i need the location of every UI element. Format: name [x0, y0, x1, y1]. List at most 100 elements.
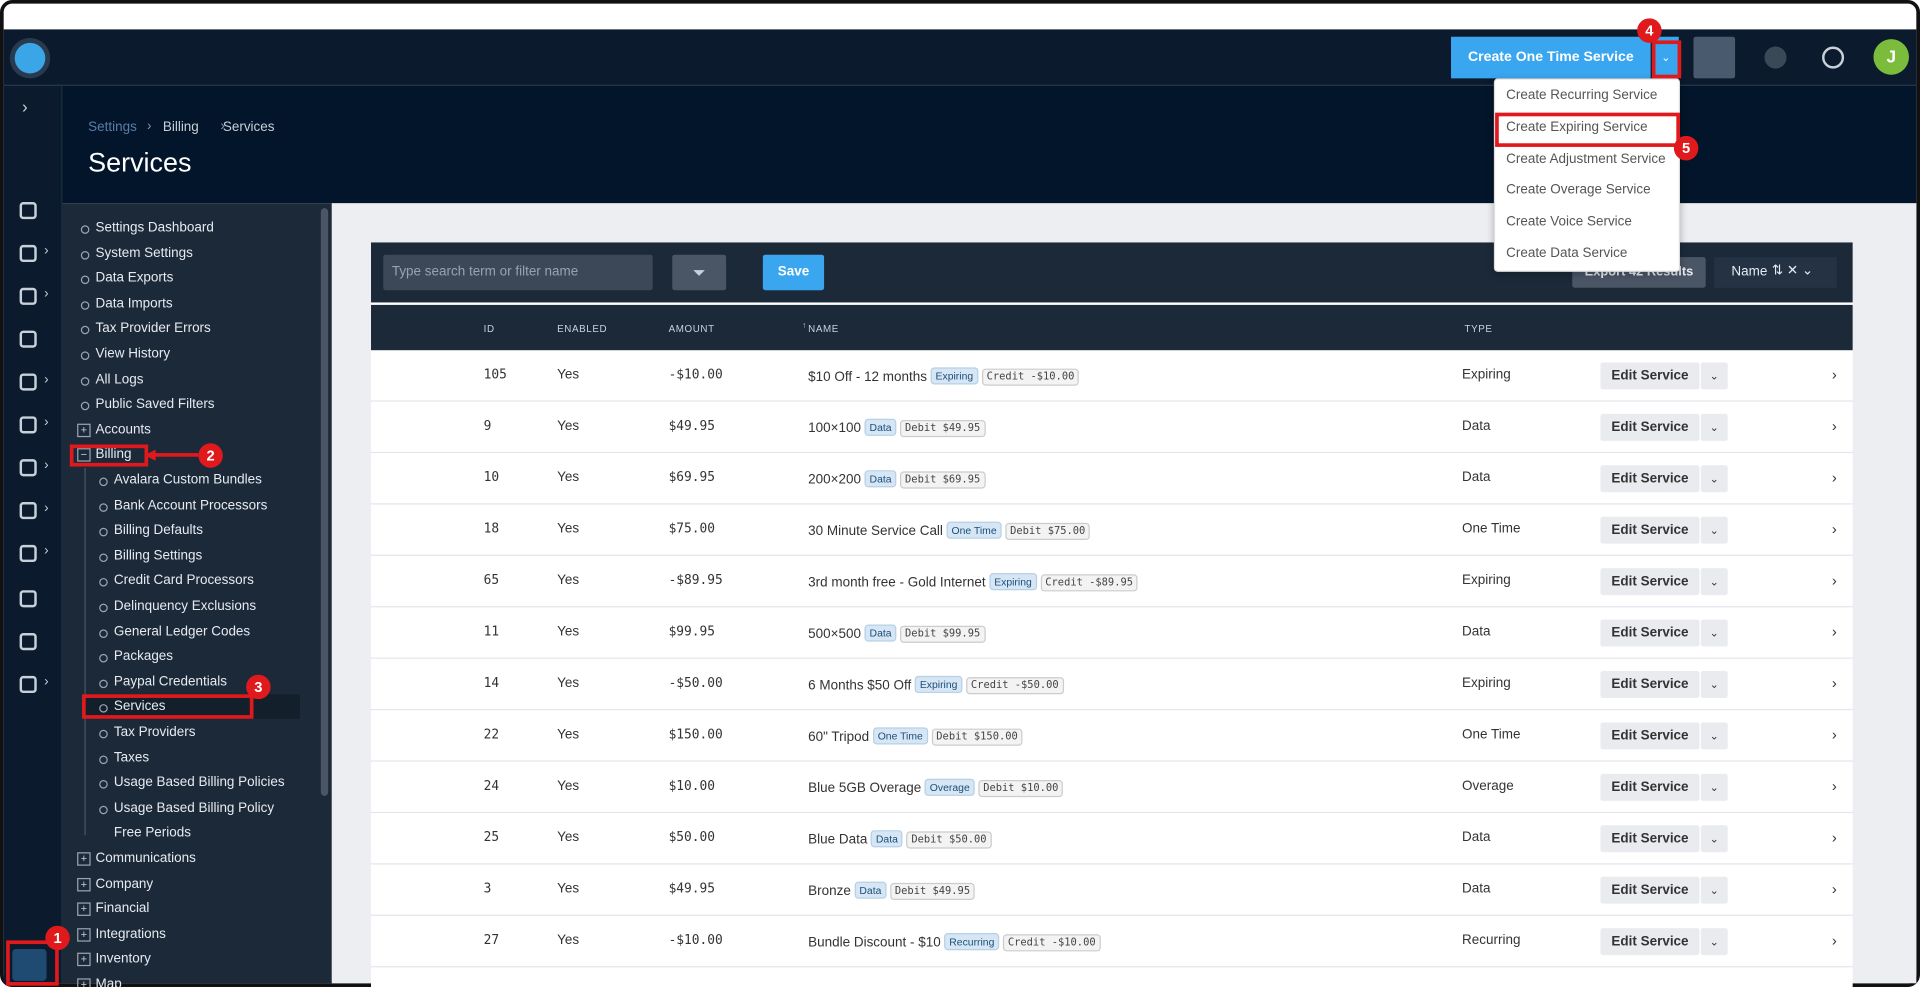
nav-icon[interactable]: [19, 373, 37, 391]
save-button[interactable]: Save: [762, 254, 825, 291]
breadcrumb-item[interactable]: Settings: [88, 120, 137, 135]
edit-button[interactable]: Edit Service: [1600, 671, 1700, 698]
edit-dropdown[interactable]: ⌄: [1700, 413, 1728, 441]
sidebar-group[interactable]: Financial: [95, 901, 150, 917]
edit-dropdown[interactable]: ⌄: [1700, 362, 1728, 390]
sidebar-item[interactable]: System Settings: [95, 245, 193, 261]
edit-dropdown[interactable]: ⌄: [1700, 671, 1728, 698]
edit-button[interactable]: Edit Service: [1600, 362, 1700, 390]
edit-dropdown[interactable]: ⌄: [1700, 568, 1728, 596]
menu-item[interactable]: Create Recurring Service: [1506, 88, 1658, 103]
edit-dropdown[interactable]: ⌄: [1700, 619, 1728, 647]
sidebar-group[interactable]: Communications: [95, 851, 196, 866]
table-row[interactable]: [371, 556, 1853, 608]
breadcrumb-item[interactable]: Billing: [162, 120, 199, 135]
table-row[interactable]: [371, 916, 1853, 968]
sidebar-item[interactable]: Paypal Credentials: [113, 674, 227, 690]
sidebar-item[interactable]: Usage Based Billing Policies: [113, 775, 285, 791]
menu-item[interactable]: Create Data Service: [1506, 246, 1628, 261]
row-chevron[interactable]: ›: [1831, 571, 1837, 589]
sidebar-group[interactable]: Integrations: [95, 926, 166, 942]
edit-dropdown[interactable]: ⌄: [1700, 928, 1728, 956]
edit-dropdown[interactable]: ⌄: [1700, 773, 1728, 801]
column-header[interactable]: TYPE: [1464, 323, 1493, 335]
table-row[interactable]: [371, 350, 1853, 402]
edit-dropdown[interactable]: ⌄: [1700, 722, 1728, 750]
sidebar-item[interactable]: Packages: [113, 649, 174, 664]
edit-button[interactable]: Edit Service: [1600, 619, 1700, 647]
row-chevron[interactable]: ›: [1831, 366, 1837, 384]
edit-button[interactable]: Edit Service: [1600, 568, 1700, 596]
sidebar-group[interactable]: Inventory: [95, 951, 151, 967]
edit-button[interactable]: Edit Service: [1600, 773, 1700, 801]
history-icon[interactable]: [1822, 46, 1845, 69]
sidebar-item[interactable]: Credit Card Processors: [113, 573, 254, 589]
row-chevron[interactable]: ›: [1831, 931, 1837, 949]
menu-item[interactable]: Create Voice Service: [1506, 214, 1632, 230]
column-header[interactable]: AMOUNT: [668, 323, 715, 335]
sidebar-group[interactable]: Map: [95, 977, 122, 987]
table-row[interactable]: [371, 504, 1853, 556]
search-button[interactable]: [1693, 36, 1736, 79]
row-chevron[interactable]: ›: [1831, 880, 1837, 898]
edit-button[interactable]: Edit Service: [1600, 516, 1700, 544]
edit-button[interactable]: Edit Service: [1600, 722, 1700, 750]
edit-button[interactable]: Edit Service: [1600, 928, 1700, 956]
nav-icon[interactable]: [19, 202, 37, 220]
menu-item[interactable]: Create Adjustment Service: [1506, 151, 1666, 167]
sidebar-item[interactable]: Taxes: [113, 750, 150, 765]
edit-dropdown[interactable]: ⌄: [1700, 465, 1728, 493]
sidebar-item[interactable]: Data Imports: [95, 296, 173, 311]
nav-icon[interactable]: [19, 459, 37, 477]
sidebar-item[interactable]: Data Exports: [95, 270, 174, 286]
row-chevron[interactable]: ›: [1831, 674, 1837, 692]
settings-icon[interactable]: [12, 948, 47, 981]
nav-icon[interactable]: [19, 502, 37, 520]
sidebar-item[interactable]: Avalara Custom Bundles: [113, 472, 262, 488]
sidebar-item[interactable]: General Ledger Codes: [113, 623, 251, 639]
edit-button[interactable]: Edit Service: [1600, 876, 1700, 904]
sidebar-group[interactable]: Accounts: [95, 422, 151, 437]
table-row[interactable]: [371, 813, 1853, 865]
nav-icon[interactable]: [19, 675, 37, 694]
nav-icon[interactable]: [19, 544, 37, 563]
edit-dropdown[interactable]: ⌄: [1700, 516, 1728, 544]
column-header[interactable]: NAME: [808, 323, 839, 335]
table-row[interactable]: [371, 762, 1853, 814]
table-row[interactable]: [371, 453, 1853, 505]
nav-icon[interactable]: [19, 633, 37, 651]
sidebar-item[interactable]: Delinquency Exclusions: [113, 598, 257, 614]
row-chevron[interactable]: ›: [1831, 623, 1837, 641]
table-row[interactable]: [371, 710, 1853, 762]
column-header[interactable]: ID: [483, 323, 495, 335]
sidebar-item[interactable]: Services: [113, 699, 166, 715]
nav-icon[interactable]: [19, 244, 37, 263]
sort-control[interactable]: Name: [1714, 257, 1837, 288]
row-chevron[interactable]: ›: [1831, 520, 1837, 538]
column-header[interactable]: ENABLED: [557, 323, 608, 335]
expand-rail[interactable]: ›: [22, 96, 28, 117]
table-row[interactable]: [371, 607, 1853, 659]
edit-dropdown[interactable]: ⌄: [1700, 876, 1728, 904]
nav-icon[interactable]: [19, 590, 37, 608]
menu-item[interactable]: Create Expiring Service: [1506, 119, 1648, 135]
sidebar-item[interactable]: Tax Providers: [113, 724, 196, 740]
sidebar-item[interactable]: View History: [95, 346, 171, 362]
search-input[interactable]: Type search term or filter name: [383, 254, 653, 291]
filter-button[interactable]: ⏷: [672, 254, 727, 291]
edit-button[interactable]: Edit Service: [1600, 413, 1700, 441]
nav-icon[interactable]: [19, 287, 37, 305]
sidebar-item[interactable]: Public Saved Filters: [95, 396, 215, 412]
sidebar-item[interactable]: Bank Account Processors: [113, 497, 268, 513]
sidebar-item[interactable]: Billing Defaults: [113, 523, 203, 538]
row-chevron[interactable]: ›: [1831, 468, 1837, 487]
row-chevron[interactable]: ›: [1831, 828, 1837, 847]
sidebar-item[interactable]: Settings Dashboard: [95, 220, 214, 236]
nav-icon[interactable]: [19, 330, 37, 348]
menu-item[interactable]: Create Overage Service: [1506, 182, 1651, 198]
create-button[interactable]: Create One Time Service: [1451, 36, 1651, 79]
edit-button[interactable]: Edit Service: [1600, 825, 1700, 853]
table-row[interactable]: [371, 402, 1853, 454]
help-icon[interactable]: [1764, 46, 1787, 69]
nav-icon[interactable]: [19, 416, 37, 434]
